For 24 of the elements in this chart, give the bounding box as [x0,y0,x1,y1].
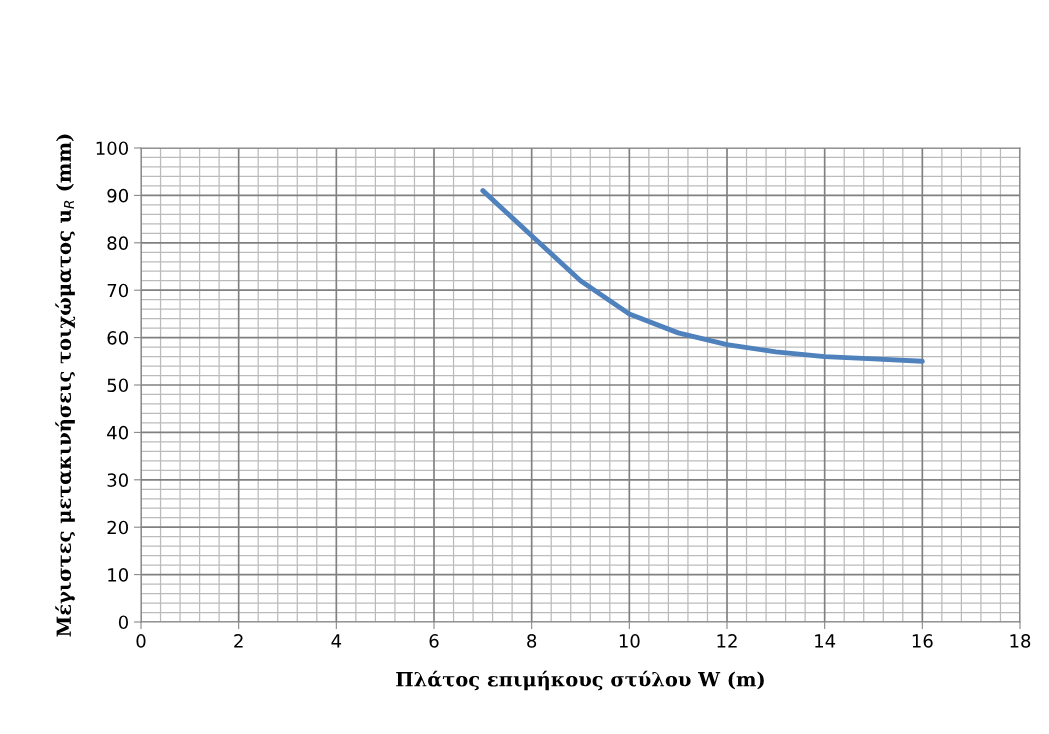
y-tick-label: 70 [107,283,128,298]
x-axis-title: Πλάτος επιμήκους στύλου W (m) [396,670,764,691]
y-tick-label: 10 [108,568,128,582]
y-tick-label: 60 [107,331,128,345]
y-tick-label: 50 [107,378,128,393]
x-tick-label: 6 [429,634,439,648]
y-tick-label: 0 [118,615,128,630]
x-tick-label: 10 [619,634,640,648]
x-tick-label: 16 [912,634,933,648]
x-tick-label: 18 [1010,634,1031,648]
x-tick-label: 0 [136,634,146,648]
y-tick-label: 30 [107,473,128,487]
y-tick-label: 90 [107,188,128,203]
x-tick-label: 2 [234,634,243,648]
y-tick-label: 80 [107,236,128,250]
y-axis-title: Μέγιστες μετακινήσεις τοιχώματος u$_{R}$ (mm) [55,134,76,637]
y-tick-label: 20 [107,520,128,535]
y-tick-label: 100 [96,141,128,156]
x-tick-label: 12 [717,634,737,648]
x-tick-label: 8 [527,634,537,648]
x-tick-label: 4 [331,634,342,648]
y-tick-label: 40 [107,425,128,440]
x-tick-label: 14 [815,634,836,648]
line-series [480,188,925,364]
